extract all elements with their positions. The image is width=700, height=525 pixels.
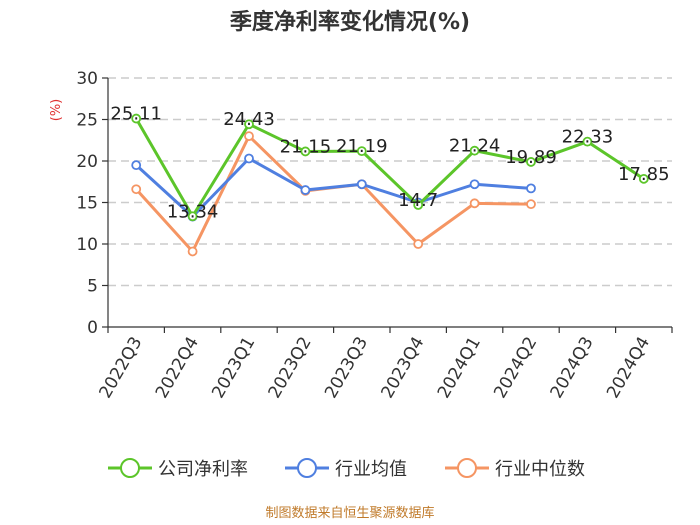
x-tick-label: 2023Q4 bbox=[377, 334, 428, 402]
data-point bbox=[244, 153, 254, 164]
data-point bbox=[413, 239, 424, 249]
data-label: 21.24 bbox=[449, 136, 501, 157]
data-label: 21.19 bbox=[336, 136, 388, 157]
data-point bbox=[131, 184, 142, 195]
legend-label: 行业中位数 bbox=[495, 459, 585, 480]
x-tick-label: 2024Q2 bbox=[490, 334, 541, 402]
data-point bbox=[131, 160, 142, 171]
y-tick-label: 30 bbox=[76, 69, 98, 89]
data-label: 21.15 bbox=[280, 136, 332, 157]
data-label: 17.85 bbox=[618, 164, 670, 185]
legend-swatch-marker bbox=[457, 458, 477, 478]
y-tick-label: 0 bbox=[87, 318, 98, 338]
y-tick-label: 5 bbox=[87, 277, 98, 297]
legend-label: 行业均值 bbox=[335, 459, 407, 480]
data-point bbox=[187, 246, 198, 257]
data-point bbox=[244, 131, 254, 142]
data-point bbox=[356, 146, 367, 157]
data-point bbox=[469, 198, 480, 209]
data-point bbox=[300, 146, 311, 157]
x-tick-label: 2024Q1 bbox=[434, 334, 485, 402]
y-tick-label: 25 bbox=[76, 111, 98, 131]
series-line bbox=[134, 117, 645, 218]
x-tick-label: 2022Q4 bbox=[152, 334, 203, 402]
chart-title: 季度净利率变化情况(%) bbox=[230, 9, 470, 35]
data-point bbox=[638, 173, 649, 184]
data-label: 14.7 bbox=[398, 190, 438, 211]
x-tick-label: 2022Q3 bbox=[95, 334, 146, 402]
data-point bbox=[356, 179, 367, 190]
y-axis-label: (%) bbox=[49, 99, 64, 122]
legend-swatch-marker bbox=[297, 458, 317, 478]
source-note: 制图数据来自恒生聚源数据库 bbox=[265, 505, 434, 521]
data-point bbox=[469, 179, 480, 190]
data-point bbox=[300, 185, 311, 195]
y-tick-label: 15 bbox=[76, 194, 98, 214]
data-point bbox=[187, 211, 198, 222]
x-tick-label: 2024Q4 bbox=[603, 334, 654, 402]
series-line bbox=[135, 157, 532, 219]
legend: 公司净利率 行业均值 行业中位数 bbox=[108, 458, 585, 480]
x-tick-label: 2023Q3 bbox=[321, 334, 372, 402]
legend-swatch-marker bbox=[120, 458, 140, 478]
legend-item-1: 公司净利率 bbox=[108, 458, 248, 480]
data-point bbox=[469, 145, 480, 156]
y-tick-label: 20 bbox=[76, 152, 98, 172]
data-point bbox=[413, 200, 424, 210]
data-label: 25.11 bbox=[110, 104, 162, 125]
grid bbox=[108, 77, 672, 287]
data-label: 19.89 bbox=[505, 147, 557, 168]
data-label: 22.33 bbox=[562, 127, 614, 148]
x-tick-label: 2023Q2 bbox=[265, 334, 316, 402]
y-tick-label: 10 bbox=[76, 235, 98, 255]
legend-item-3: 行业中位数 bbox=[445, 458, 585, 480]
data-point bbox=[582, 136, 593, 147]
data-label: 13.34 bbox=[167, 201, 219, 222]
data-point bbox=[131, 113, 142, 124]
legend-label: 公司净利率 bbox=[158, 459, 248, 480]
data-label: 24.43 bbox=[223, 109, 275, 130]
series bbox=[131, 113, 649, 257]
x-tick-label: 2023Q1 bbox=[208, 334, 259, 402]
data-point bbox=[526, 199, 536, 210]
data-point bbox=[244, 119, 254, 130]
data-point bbox=[526, 157, 536, 167]
legend-item-2: 行业均值 bbox=[285, 458, 407, 480]
data-point bbox=[526, 183, 536, 194]
x-tick-label: 2024Q3 bbox=[547, 334, 598, 402]
series-1 bbox=[131, 113, 649, 222]
